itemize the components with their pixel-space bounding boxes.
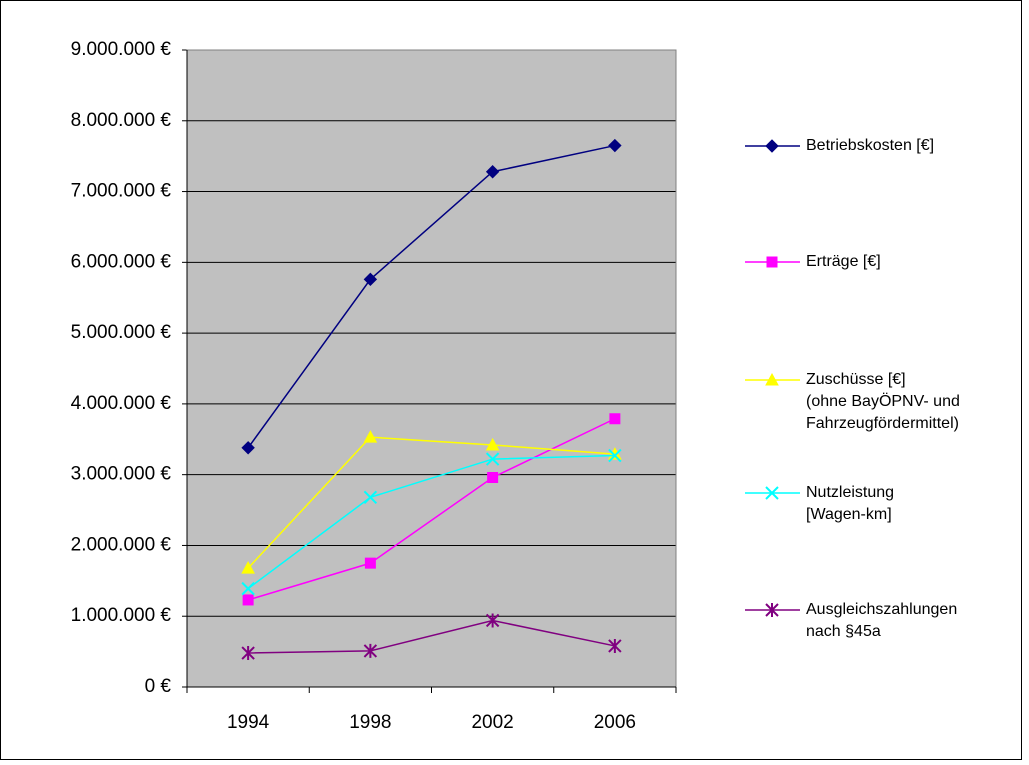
marker <box>765 486 779 500</box>
marker <box>241 581 255 596</box>
marker <box>363 430 378 443</box>
series-line <box>247 436 615 569</box>
y-tick-label: 9.000.000 € <box>71 39 172 60</box>
y-tick-label: 7.000.000 € <box>71 181 172 202</box>
plot-area <box>187 50 676 687</box>
series-line <box>247 418 616 601</box>
marker <box>363 272 378 287</box>
marker <box>241 441 255 455</box>
x-tick-label: 2002 <box>471 712 513 733</box>
y-tick-label: 3.000.000 € <box>71 464 172 485</box>
y-tick-label: 2.000.000 € <box>71 534 172 555</box>
legend-label: Zuschüsse [€] (ohne BayÖPNV- und Fahrzeu… <box>806 371 960 432</box>
marker <box>363 490 378 505</box>
legend-label: Nutzleistung [Wagen-km] <box>806 484 895 523</box>
y-tick-label: 8.000.000 € <box>71 110 172 131</box>
marker <box>241 561 255 574</box>
marker <box>242 594 254 606</box>
marker <box>765 139 779 153</box>
marker <box>485 452 500 466</box>
marker <box>608 138 622 153</box>
marker <box>487 471 499 483</box>
y-tick-label: 5.000.000 € <box>71 322 172 343</box>
y-tick-label: 6.000.000 € <box>71 251 172 272</box>
marker <box>363 643 378 658</box>
marker <box>765 372 779 386</box>
x-tick-label: 2006 <box>594 712 636 733</box>
marker <box>485 437 500 451</box>
marker <box>485 165 500 179</box>
marker <box>608 638 622 653</box>
marker <box>485 613 500 628</box>
legend-label: Ausgleichszahlungen nach §45a <box>806 601 958 640</box>
y-tick-label: 4.000.000 € <box>71 393 172 414</box>
series-line <box>247 144 616 449</box>
marker <box>241 646 255 661</box>
x-tick-label: 1994 <box>227 712 270 733</box>
marker <box>609 413 621 425</box>
marker <box>766 256 778 268</box>
marker <box>364 557 376 569</box>
series-line <box>247 454 615 590</box>
y-tick-label: 1.000.000 € <box>71 605 172 626</box>
legend-label: Erträge [€] <box>806 253 881 270</box>
x-tick-label: 1998 <box>349 712 391 733</box>
marker <box>608 448 622 463</box>
legend-label: Betriebskosten [€] <box>806 137 935 154</box>
marker <box>765 603 779 617</box>
y-tick-label: 0 € <box>145 676 172 697</box>
series-line <box>248 619 616 654</box>
